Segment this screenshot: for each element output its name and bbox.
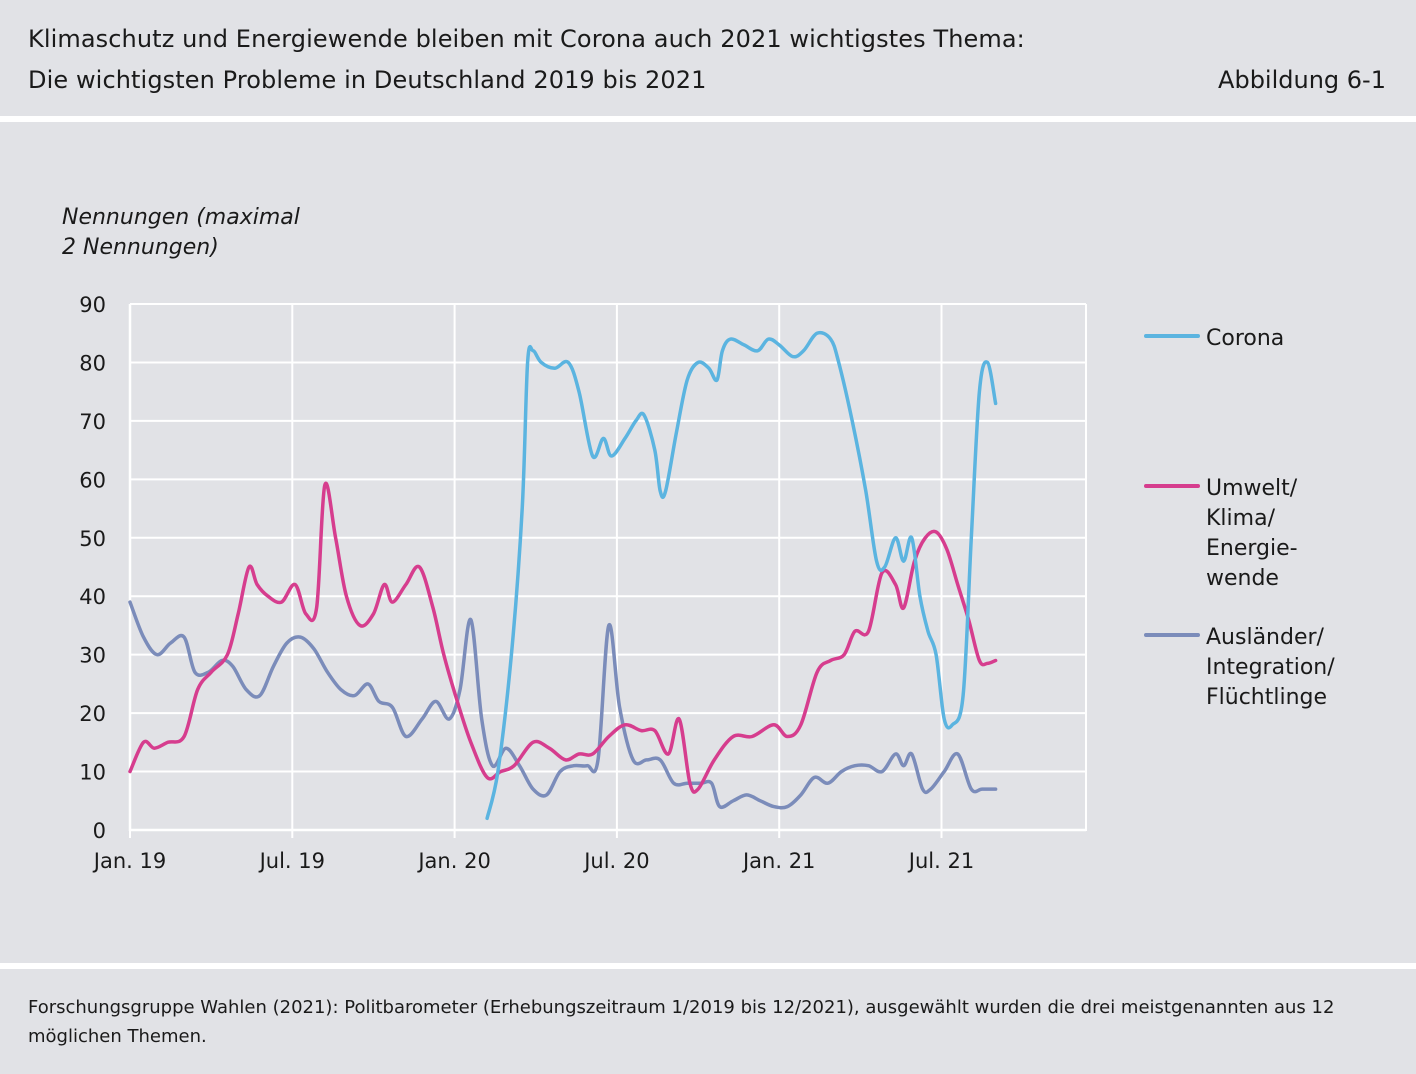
- grid: [130, 303, 1087, 831]
- y-tick-label: 90: [79, 293, 106, 317]
- x-tick-label: Jul. 19: [258, 849, 325, 873]
- series-line-umwelt-klima-energiewende: [128, 481, 998, 794]
- legend-entry: Corona: [1144, 326, 1284, 351]
- legend-label: Ausländer/: [1206, 625, 1325, 650]
- source-note: Forschungsgruppe Wahlen (2021): Politbar…: [28, 997, 1335, 1047]
- plot-area: [130, 304, 1086, 830]
- footer: Forschungsgruppe Wahlen (2021): Politbar…: [0, 969, 1416, 1074]
- y-tick-label: 10: [79, 761, 106, 785]
- figure-number: Abbildung 6-1: [1218, 66, 1386, 94]
- series-line-ausl-nder-integration-fl-chtlinge: [128, 600, 998, 810]
- y-tick-label: 0: [93, 819, 106, 843]
- legend-entry: Umwelt/Klima/Energie-wende: [1144, 476, 1298, 591]
- header: Klimaschutz und Energiewende bleiben mit…: [0, 0, 1416, 116]
- y-tick-label: 50: [79, 527, 106, 551]
- x-tick-label: Jan. 21: [741, 849, 815, 873]
- x-tick-label: Jul. 21: [907, 849, 974, 873]
- y-axis-label-line-2: 2 Nennungen): [62, 235, 219, 260]
- legend-label: Corona: [1206, 326, 1284, 351]
- y-tick-label: 30: [79, 644, 106, 668]
- bottom-divider: [0, 963, 1416, 969]
- legend: Corona Umwelt/Klima/Energie-wende Auslände…: [1144, 326, 1335, 710]
- y-tick-label: 80: [79, 351, 106, 375]
- legend-label: Flüchtlinge: [1206, 685, 1327, 710]
- legend-label: Klima/: [1206, 506, 1276, 531]
- top-divider: [0, 116, 1416, 122]
- y-tick-label: 40: [79, 585, 106, 609]
- x-tick-label: Jul. 20: [582, 849, 649, 873]
- legend-label: Integration/: [1206, 655, 1335, 680]
- y-tick-label: 20: [79, 702, 106, 726]
- legend-entry: Ausländer/Integration/Flüchtlinge: [1144, 625, 1335, 710]
- legend-label: Energie-: [1206, 536, 1298, 561]
- x-tick-label: Jan. 19: [92, 849, 166, 873]
- series-line-corona: [485, 330, 998, 821]
- chart-title-line-1: Klimaschutz und Energiewende bleiben mit…: [28, 25, 1025, 53]
- series-lines: [128, 330, 998, 821]
- y-tick-label: 60: [79, 468, 106, 492]
- legend-label: wende: [1206, 566, 1279, 591]
- legend-label: Umwelt/: [1206, 476, 1298, 501]
- axes: 0 10 20 30 40 50 60 70 80 90 Jan. 19 Jul. 19 Jan. 20…: [79, 293, 1086, 873]
- y-tick-label: 70: [79, 410, 106, 434]
- y-axis-label-line-1: Nennungen (maximal: [62, 205, 300, 230]
- x-tick-label: Jan. 20: [416, 849, 490, 873]
- chart-title-line-2: Die wichtigsten Probleme in Deutschland …: [28, 66, 707, 94]
